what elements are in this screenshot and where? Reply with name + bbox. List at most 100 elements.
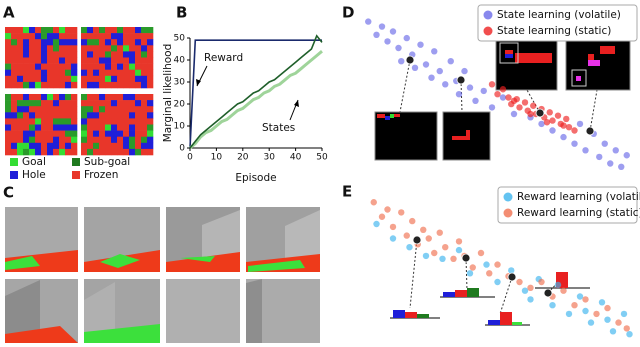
grid-cell bbox=[81, 100, 88, 107]
grid-cell bbox=[53, 81, 60, 89]
grid-cell bbox=[135, 118, 142, 125]
grid-cell bbox=[65, 81, 72, 89]
grid-cell bbox=[59, 39, 66, 46]
grid-cell bbox=[17, 27, 24, 34]
grid-cell bbox=[65, 106, 72, 113]
grid-cell bbox=[93, 63, 100, 70]
grid-cell bbox=[147, 57, 154, 64]
grid-cell bbox=[65, 142, 72, 150]
grid-cell bbox=[147, 63, 154, 70]
legend-label: Reward learning (volatile) bbox=[517, 191, 640, 203]
scatter-point bbox=[409, 217, 416, 225]
scatter-point bbox=[417, 41, 424, 48]
grid-cell bbox=[147, 118, 154, 125]
grid-cell bbox=[59, 51, 66, 58]
highlight-point bbox=[543, 288, 553, 298]
grid-cell bbox=[23, 57, 30, 64]
grid-cell bbox=[71, 112, 78, 119]
grid-cell bbox=[65, 130, 72, 137]
grid-cell bbox=[135, 124, 142, 131]
grid-cell bbox=[53, 148, 60, 156]
grid-cell bbox=[105, 33, 112, 40]
grid-cell bbox=[135, 81, 142, 89]
grid-cell bbox=[5, 100, 12, 107]
scatter-point bbox=[373, 220, 380, 228]
grid-cell bbox=[5, 148, 12, 156]
scatter-point bbox=[623, 325, 630, 332]
grid-cell bbox=[135, 106, 142, 113]
grid-cell bbox=[59, 81, 66, 89]
grid-cell bbox=[5, 69, 12, 77]
scatter-point bbox=[494, 278, 501, 286]
grid-cell bbox=[111, 81, 118, 89]
grid-cell bbox=[71, 63, 78, 70]
x-tick-label: 20 bbox=[237, 153, 249, 163]
grid-cell bbox=[17, 63, 24, 70]
grid-cell bbox=[117, 124, 124, 131]
scatter-point bbox=[477, 249, 485, 257]
grid-cell bbox=[141, 33, 148, 40]
scatter-point bbox=[604, 316, 611, 323]
legend-box bbox=[477, 4, 638, 42]
grid-cell bbox=[117, 39, 124, 46]
grid-cell bbox=[123, 124, 130, 131]
grid-cell bbox=[81, 57, 88, 64]
grid-cell bbox=[81, 106, 88, 113]
grid-cell bbox=[147, 142, 154, 150]
grid-cell bbox=[17, 130, 24, 137]
grid-cell bbox=[123, 94, 130, 101]
grid-cell bbox=[141, 39, 148, 46]
grid-cell bbox=[147, 94, 154, 101]
scatter-point bbox=[527, 110, 534, 118]
grid-cell bbox=[29, 94, 36, 101]
grid-cell bbox=[99, 148, 106, 156]
scatter-point bbox=[560, 133, 567, 141]
grid-cell bbox=[111, 94, 118, 101]
grid-cell bbox=[47, 100, 54, 107]
grid-cell bbox=[135, 63, 142, 70]
scatter-point bbox=[549, 127, 556, 134]
scatter-point bbox=[370, 199, 377, 206]
grid-cell bbox=[5, 27, 12, 34]
grid-cell bbox=[117, 69, 124, 77]
scatter-point bbox=[378, 213, 386, 220]
grid-cell bbox=[29, 148, 36, 156]
grid-cell bbox=[111, 118, 118, 125]
grid-cell bbox=[53, 100, 60, 107]
grid-cell bbox=[105, 75, 112, 83]
grid-cell bbox=[123, 112, 130, 119]
grid-cell bbox=[141, 94, 148, 101]
grid-cell bbox=[105, 106, 112, 113]
grid-cell bbox=[5, 51, 12, 58]
environment-views bbox=[5, 207, 320, 343]
grid-cell bbox=[93, 130, 100, 137]
scatter-point bbox=[428, 74, 435, 81]
grid-cell bbox=[5, 124, 12, 131]
grid-cell bbox=[65, 63, 72, 70]
grid-cell bbox=[111, 148, 118, 156]
panel-label: E bbox=[342, 183, 352, 201]
scatter-point bbox=[530, 102, 537, 109]
legend-marker bbox=[483, 26, 493, 36]
grid-cell bbox=[87, 51, 94, 58]
grid-cell bbox=[105, 118, 112, 125]
grid-cell bbox=[47, 45, 54, 52]
grid-cell bbox=[47, 57, 54, 64]
grid-cell bbox=[147, 33, 154, 40]
x-tick-label: 0 bbox=[187, 153, 193, 163]
grid-cell bbox=[17, 112, 24, 119]
grid-cell bbox=[29, 51, 36, 58]
scatter-point bbox=[521, 287, 529, 294]
grid-cell bbox=[117, 112, 124, 119]
grid-cell bbox=[71, 45, 78, 52]
grid-cell bbox=[141, 51, 148, 58]
legend-marker bbox=[503, 192, 513, 202]
grid-cell bbox=[135, 51, 142, 58]
grid-cell bbox=[123, 100, 130, 107]
grid-cell bbox=[123, 39, 130, 46]
scatter-point bbox=[587, 319, 595, 326]
grid-cell bbox=[53, 33, 60, 40]
grid-cell bbox=[117, 51, 124, 58]
grid-cell bbox=[87, 27, 94, 34]
grid-cell bbox=[129, 33, 136, 40]
